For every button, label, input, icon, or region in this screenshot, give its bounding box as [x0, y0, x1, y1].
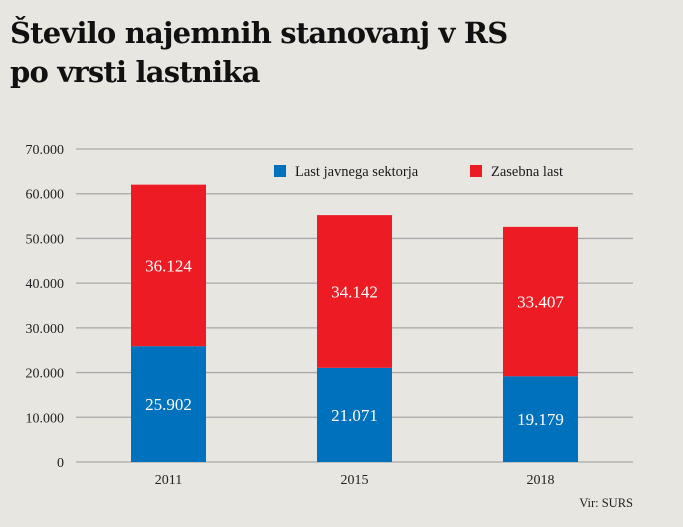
- y-tick-label: 50.000: [26, 232, 65, 247]
- x-tick-label: 2018: [527, 473, 555, 488]
- legend-swatch: [274, 165, 286, 177]
- chart-title: Število najemnih stanovanj v RS po vrsti…: [10, 14, 508, 92]
- x-axis-ticks: 2011 2015 2018: [155, 473, 555, 488]
- chart-title-line-1: Število najemnih stanovanj v RS: [10, 16, 508, 50]
- y-tick-label: 40.000: [26, 277, 65, 292]
- bar-group-2018: 19.179 33.407: [503, 226, 578, 462]
- legend-swatch: [470, 165, 482, 177]
- chart-title-line-2: po vrsti lastnika: [10, 55, 260, 89]
- bars: 25.902 36.124 21.071 34.142 19.179 33.407: [131, 184, 578, 462]
- bar-segment-private: [317, 215, 392, 368]
- y-axis-ticks: 0 10.000 20.000 30.000 40.000 50.000 60.000 70.…: [26, 143, 65, 471]
- legend-item: Last javnega sektorja: [274, 164, 419, 180]
- bar-segment-public: [317, 367, 392, 462]
- bar-value-label: 19.179: [517, 410, 564, 429]
- y-tick-label: 70.000: [26, 143, 65, 158]
- legend-item: Zasebna last: [470, 164, 563, 180]
- bar-value-label: 25.902: [145, 395, 192, 414]
- y-tick-label: 20.000: [26, 367, 65, 382]
- x-tick-label: 2015: [341, 473, 369, 488]
- bar-segment-private: [131, 184, 206, 347]
- bar-segment-public: [503, 376, 578, 462]
- y-tick-label: 10.000: [26, 411, 65, 426]
- legend: Last javnega sektorja Zasebna last: [274, 164, 563, 180]
- legend-label: Last javnega sektorja: [295, 164, 419, 180]
- bar-value-label: 33.407: [517, 293, 564, 312]
- y-tick-label: 0: [57, 456, 64, 471]
- bar-segment-public: [131, 346, 206, 462]
- y-tick-label: 30.000: [26, 322, 65, 337]
- legend-label: Zasebna last: [491, 164, 563, 180]
- x-tick-label: 2011: [155, 473, 182, 488]
- y-tick-label: 60.000: [26, 188, 65, 203]
- bar-value-label: 34.142: [331, 282, 378, 301]
- bar-group-2015: 21.071 34.142: [317, 215, 392, 462]
- source-note: Vir: SURS: [579, 496, 633, 510]
- bar-value-label: 36.124: [145, 256, 192, 275]
- bar-value-label: 21.071: [331, 406, 378, 425]
- bar-segment-private: [503, 226, 578, 377]
- bar-group-2011: 25.902 36.124: [131, 184, 206, 462]
